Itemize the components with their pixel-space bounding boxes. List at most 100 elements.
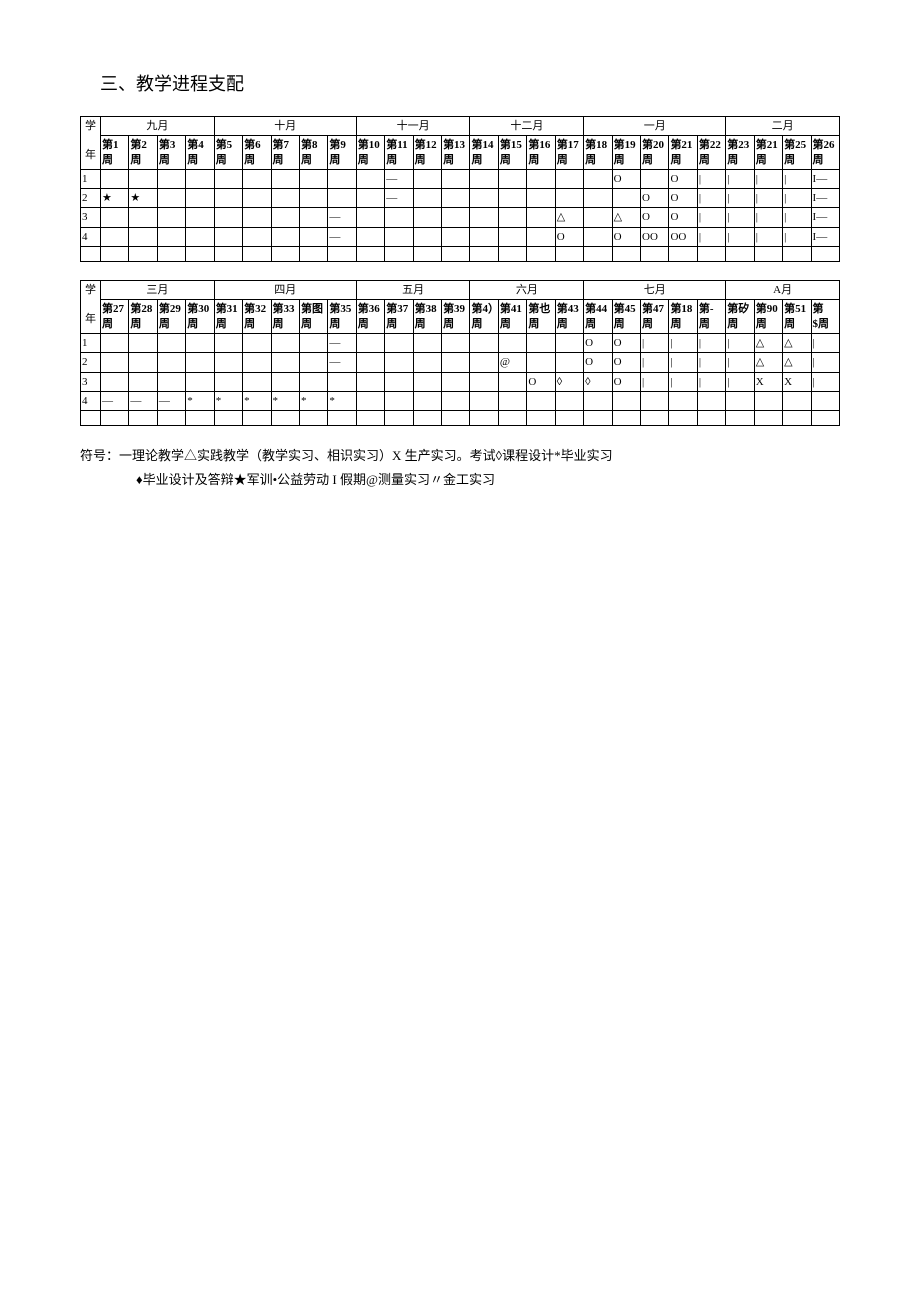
schedule-cell: [470, 189, 498, 208]
schedule-cell: [186, 333, 214, 352]
schedule-cell: [186, 372, 214, 391]
schedule-cell: [470, 169, 498, 188]
blank-cell: [470, 411, 498, 426]
schedule-cell: [385, 333, 413, 352]
table-row: 1—OO||||△△|: [81, 333, 840, 352]
week-cell: 第14周: [470, 136, 498, 170]
week-cell: 第也周: [527, 300, 555, 334]
legend-line-1: 符号：一理论教学△实践教学（教学实习、相识实习）X 生产实习。考试◊课程设计*毕…: [80, 444, 840, 467]
schedule-cell: [697, 391, 725, 410]
week-cell: 第21周: [754, 136, 782, 170]
schedule-cell: |: [697, 353, 725, 372]
month-header-row: 学 年 九月 十月 十一月 十二月 一月 二月: [81, 117, 840, 136]
blank-cell: [498, 411, 526, 426]
schedule-cell: [470, 391, 498, 410]
week-cell: 第26周: [811, 136, 839, 170]
schedule-cell: |: [726, 189, 754, 208]
schedule-cell: O: [612, 227, 640, 246]
schedule-cell: |: [726, 169, 754, 188]
schedule-cell: |: [669, 372, 697, 391]
week-cell: 第6周: [243, 136, 271, 170]
blank-cell: [811, 247, 839, 262]
schedule-cell: [157, 227, 185, 246]
schedule-cell: —: [328, 208, 356, 227]
blank-cell: [356, 411, 384, 426]
schedule-cell: *: [186, 391, 214, 410]
schedule-cell: |: [726, 227, 754, 246]
schedule-cell: *: [214, 391, 242, 410]
schedule-cell: O: [584, 353, 612, 372]
schedule-cell: @: [498, 353, 526, 372]
week-cell: 第图周: [299, 300, 327, 334]
schedule-cell: [186, 189, 214, 208]
blank-cell: [726, 411, 754, 426]
week-cell: 第13周: [442, 136, 470, 170]
week-cell: 第28周: [129, 300, 157, 334]
schedule-cell: △: [555, 208, 583, 227]
schedule-cell: |: [669, 333, 697, 352]
week-cell: 第15周: [498, 136, 526, 170]
schedule-cell: [101, 227, 129, 246]
year-label-top: 学: [85, 120, 96, 132]
blank-cell: [527, 247, 555, 262]
schedule-cell: [498, 333, 526, 352]
year-header: 学 年: [81, 281, 101, 334]
schedule-cell: [271, 372, 299, 391]
schedule-cell: |: [697, 189, 725, 208]
schedule-cell: △: [612, 208, 640, 227]
schedule-cell: [356, 227, 384, 246]
schedule-cell: |: [811, 372, 839, 391]
blank-cell: [186, 247, 214, 262]
schedule-cell: [442, 391, 470, 410]
blank-cell: [385, 411, 413, 426]
schedule-cell: [385, 208, 413, 227]
schedule-cell: |: [783, 189, 811, 208]
schedule-cell: [271, 333, 299, 352]
schedule-cell: [612, 189, 640, 208]
week-cell: 第16周: [527, 136, 555, 170]
blank-cell: [157, 247, 185, 262]
schedule-cell: |: [697, 333, 725, 352]
blank-cell: [214, 411, 242, 426]
table-row: 4—OOOOOO||||I—: [81, 227, 840, 246]
schedule-cell: [356, 189, 384, 208]
schedule-cell: [271, 227, 299, 246]
year-cell: 4: [81, 227, 101, 246]
schedule-cell: O: [612, 333, 640, 352]
schedule-cell: [328, 189, 356, 208]
week-cell: 第30周: [186, 300, 214, 334]
blank-cell: [697, 247, 725, 262]
blank-row: [81, 247, 840, 262]
year-label-top: 学: [85, 284, 96, 296]
schedule-cell: [186, 353, 214, 372]
blank-cell: [555, 411, 583, 426]
schedule-cell: [413, 391, 441, 410]
schedule-cell: [413, 372, 441, 391]
schedule-cell: [527, 189, 555, 208]
blank-cell: [214, 247, 242, 262]
schedule-cell: [271, 189, 299, 208]
schedule-cell: |: [669, 353, 697, 372]
blank-cell: [271, 411, 299, 426]
schedule-cell: [498, 372, 526, 391]
schedule-cell: [243, 353, 271, 372]
month-cell: 七月: [584, 281, 726, 300]
blank-cell: [413, 411, 441, 426]
schedule-cell: O: [641, 189, 669, 208]
schedule-cell: OO: [669, 227, 697, 246]
schedule-cell: |: [641, 333, 669, 352]
schedule-cell: [470, 353, 498, 372]
schedule-cell: I—: [811, 208, 839, 227]
schedule-cell: [157, 208, 185, 227]
week-cell: 第29周: [157, 300, 185, 334]
schedule-cell: I—: [811, 227, 839, 246]
blank-cell: [612, 411, 640, 426]
schedule-cell: [413, 208, 441, 227]
schedule-cell: [584, 208, 612, 227]
schedule-cell: —: [129, 391, 157, 410]
blank-cell: [498, 247, 526, 262]
week-cell: 第22周: [697, 136, 725, 170]
schedule-table-1: 学 年 九月 十月 十一月 十二月 一月 二月 第1周第2周第3周第4周第5周第…: [80, 116, 840, 262]
blank-cell: [783, 247, 811, 262]
blank-row: [81, 411, 840, 426]
